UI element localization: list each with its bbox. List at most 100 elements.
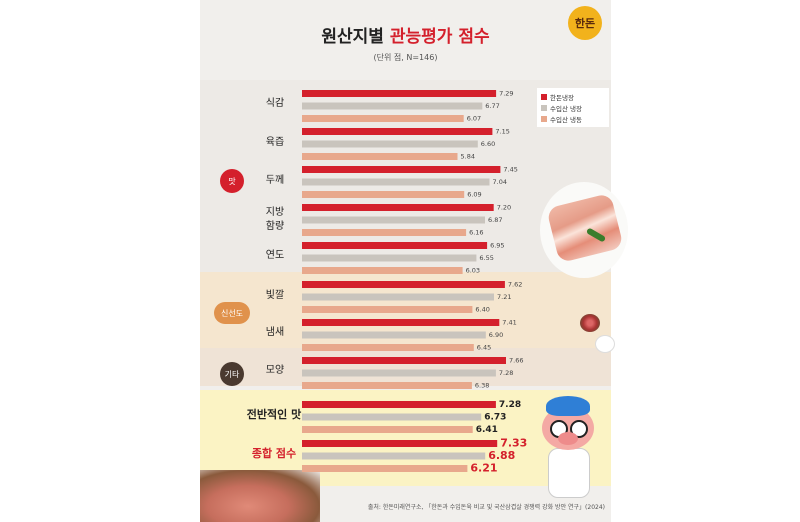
row-label-fat-1: 지방 [265,207,285,218]
bar-hanwoo [302,357,506,364]
category-badge-freshness: 신선도 [214,302,250,324]
bar-import-chilled [302,331,486,339]
value-label: 6.21 [470,462,497,475]
row-label-overall-taste: 전반적인 맛 [246,408,302,421]
other-band [200,348,611,386]
value-label: 7.29 [499,90,513,98]
legend-swatch-hanwoo [541,93,547,100]
value-label: 6.60 [481,140,495,148]
row-label-smell: 냄새 [265,327,285,338]
value-label: 6.95 [490,242,504,250]
value-label: 6.90 [489,331,503,339]
chart-subtitle: (단위 점, N=146) [373,53,438,62]
row-label-shape: 모양 [265,365,285,376]
legend-item-import-frozen: 수입산 냉동 [541,113,605,124]
legend-item-hanwoo: 한돈냉장 [541,91,605,102]
bar-import-frozen [302,306,473,313]
hanwoo-logo: 한돈 [568,6,602,40]
legend-label-import-chilled: 수입산 냉장 [550,104,582,113]
value-label: 7.62 [508,281,522,289]
bar-import-frozen [302,344,474,351]
legend: 한돈냉장 수입산 냉장 수입산 냉동 [537,88,609,127]
row-label-gloss: 빛깔 [265,290,285,301]
value-label: 7.66 [509,357,523,365]
category-badge-taste: 맛 [220,169,244,193]
value-label: 7.41 [502,319,516,327]
value-label: 6.38 [475,382,489,390]
bar-import-frozen [302,382,472,389]
value-label: 7.45 [503,166,517,174]
value-label: 6.45 [477,344,491,352]
value-label: 7.04 [493,178,507,186]
row-label-texture: 식감 [265,98,285,109]
logo-text: 한돈 [574,17,596,30]
row-label-total: 종합 점수 [251,447,297,460]
bar-hanwoo [302,128,493,135]
bar-import-chilled [302,369,496,377]
bar-import-chilled [302,452,486,460]
bar-import-chilled [302,102,483,110]
peppercorn-icon [580,314,600,332]
value-label: 7.33 [500,437,527,450]
bar-hanwoo [302,166,501,173]
value-label: 6.77 [485,102,499,110]
bar-hanwoo [302,281,505,288]
row-label-juiciness: 육즙 [265,137,285,148]
bar-import-frozen [302,191,465,198]
bar-import-chilled [302,293,494,301]
bar-import-frozen [302,153,458,160]
bar-import-frozen [302,229,467,236]
bar-hanwoo [302,242,488,249]
bar-import-chilled [302,413,482,421]
value-label: 7.28 [499,369,513,377]
value-label: 7.21 [497,293,511,301]
bar-import-frozen [302,426,473,433]
value-label: 7.28 [499,400,521,410]
value-label: 6.73 [484,413,506,423]
value-label: 6.40 [475,306,489,314]
title-part1: 원산지별 [321,27,384,47]
bar-import-frozen [302,115,464,122]
mascot-snout [558,432,578,445]
bar-hanwoo [302,440,498,447]
row-label-tenderness: 연도 [265,250,285,261]
pig-mascot [536,396,602,500]
category-badge-other: 기타 [220,362,244,386]
bar-import-chilled [302,140,478,148]
value-label: 6.55 [479,254,493,262]
mascot-body [548,448,590,498]
bar-import-frozen [302,465,468,472]
chart-title: 원산지별 관능평가 점수 [200,22,611,47]
legend-label-import-frozen: 수입산 냉동 [550,115,582,124]
value-label: 7.15 [495,128,509,136]
value-label: 7.20 [497,204,511,212]
value-label: 6.03 [466,267,480,275]
value-label: 6.16 [469,229,483,237]
bar-hanwoo [302,90,497,97]
bar-import-chilled [302,254,477,262]
value-label: 5.84 [461,153,475,161]
legend-label-hanwoo: 한돈냉장 [550,93,574,102]
row-label-thickness: 두께 [265,175,285,186]
row-label-fat-2: 함량 [265,221,285,232]
bar-hanwoo [302,204,494,211]
legend-swatch-import-frozen [541,115,547,122]
legend-swatch-import-chilled [541,104,547,111]
title-part2: 관능평가 점수 [389,27,490,47]
salt-bowl-icon [595,335,615,353]
value-label: 6.41 [476,425,498,435]
source-note: 출처: 한돈미래연구소, 「한돈과 수입돈육 비교 및 국산삼겹살 경쟁력 강화… [367,504,605,511]
value-label: 6.09 [467,191,481,199]
bar-hanwoo [302,319,500,326]
value-label: 6.87 [488,216,502,224]
bar-import-chilled [302,178,490,186]
mascot-hair [546,396,590,416]
bar-hanwoo [302,401,496,408]
value-label: 6.88 [488,449,515,462]
bar-import-frozen [302,267,463,274]
bar-import-chilled [302,216,485,224]
value-label: 6.07 [467,115,481,123]
legend-item-import-chilled: 수입산 냉장 [541,102,605,113]
grilled-meat-illustration [200,470,320,522]
